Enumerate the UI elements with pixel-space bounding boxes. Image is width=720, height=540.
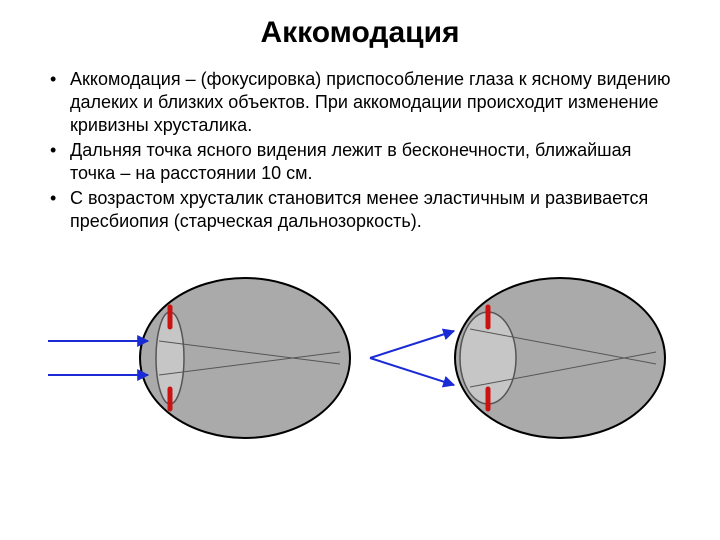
- accommodation-diagram: [40, 243, 680, 473]
- title: Аккомодация: [40, 16, 680, 50]
- bullet-item: С возрастом хрусталик становится менее э…: [50, 187, 680, 233]
- bullet-list: Аккомодация – (фокусировка) приспособлен…: [40, 68, 680, 233]
- bullet-item: Дальняя точка ясного видения лежит в бес…: [50, 139, 680, 185]
- light-ray: [370, 331, 454, 358]
- light-ray: [370, 358, 454, 385]
- slide-root: Аккомодация Аккомодация – (фокусировка) …: [0, 0, 720, 540]
- diagram-svg: [40, 243, 680, 473]
- bullet-item: Аккомодация – (фокусировка) приспособлен…: [50, 68, 680, 137]
